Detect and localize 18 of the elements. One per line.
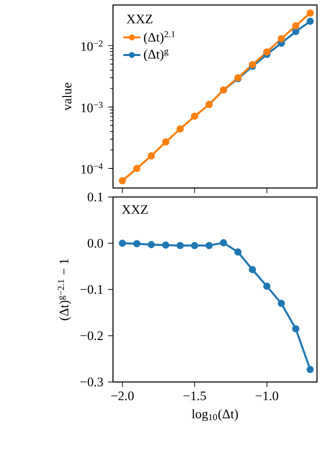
legend-label: (Δt)$^{g}$ — [144, 49, 168, 62]
y-axis-title: value — [62, 82, 72, 111]
y-axis-title: (Δt)$^{g−2.1}$ − 1 — [58, 259, 72, 320]
legend-label: (Δt)$^{2.1}$ — [144, 31, 175, 44]
x-tick-label: −1.5 — [183, 392, 206, 400]
y-tick-label: 10$^{−4}$ — [81, 163, 103, 174]
y-tick-label: −0.3 — [80, 378, 103, 386]
y-tick-label: 0.0 — [88, 238, 103, 248]
x-axis-title: log$_{10}$(Δt) — [192, 409, 238, 422]
y-tick-label: 10$^{−2}$ — [81, 40, 102, 51]
y-tick-label: 10$^{−3}$ — [81, 102, 103, 112]
x-tick-label: −2.0 — [111, 392, 134, 400]
legend-title: XXZ — [126, 14, 152, 24]
y-tick-label: 0.1 — [88, 192, 103, 202]
x-tick-label: −1.0 — [256, 392, 278, 400]
y-tick-label: −0.2 — [80, 331, 103, 340]
annotation: XXZ — [122, 205, 148, 214]
y-tick-label: −0.1 — [80, 285, 103, 294]
